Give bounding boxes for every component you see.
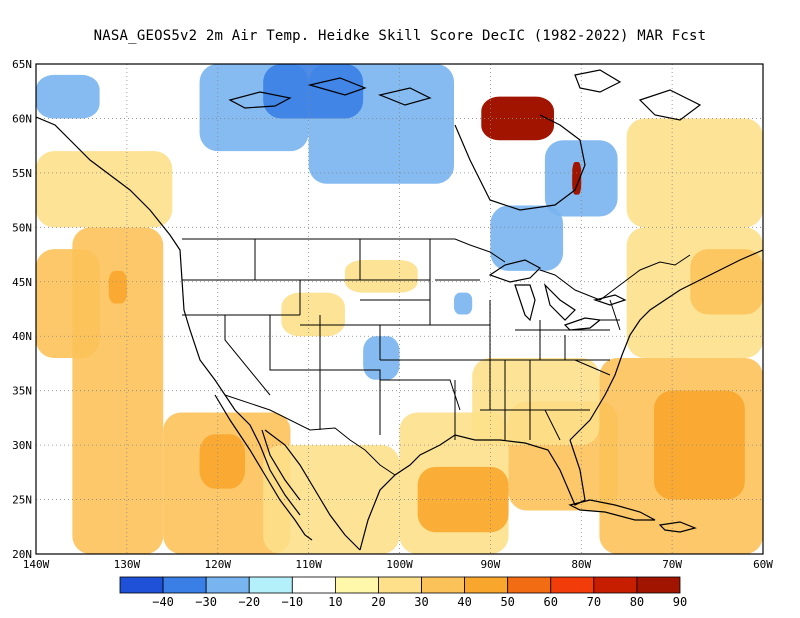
colorbar-bin <box>205 576 250 594</box>
colorbar-bin <box>550 576 595 594</box>
western-state-lines <box>182 239 461 435</box>
us-state-borders <box>182 238 691 476</box>
skill-region-27 <box>572 162 582 195</box>
longitude-tick-label: 60W <box>753 558 773 571</box>
longitude-tick-label: 80W <box>571 558 591 571</box>
colorbar-bin <box>119 576 164 594</box>
skill-region-15 <box>626 118 763 228</box>
latitude-tick-label: 35N <box>12 385 32 398</box>
skill-region-14 <box>690 249 763 315</box>
latitude-tick-label: 65N <box>12 58 32 71</box>
colorbar-bin <box>421 576 466 594</box>
colorbar-label: 70 <box>587 595 601 609</box>
skill-region-20 <box>263 64 364 119</box>
skill-region-4 <box>199 434 246 489</box>
longitude-tick-label: 90W <box>480 558 500 571</box>
skill-region-2 <box>108 270 127 304</box>
colorbar-label: 40 <box>457 595 471 609</box>
skill-region-8 <box>417 466 509 533</box>
skill-shading-layer <box>36 64 763 554</box>
longitude-tick-label: 130W <box>114 558 141 571</box>
colorbar-label: −10 <box>281 595 303 609</box>
latitude-tick-label: 25N <box>12 494 32 507</box>
hudson-bay-coastline <box>454 114 586 211</box>
arctic-islands <box>228 69 702 121</box>
skill-region-23 <box>36 74 100 119</box>
latitude-tick-label: 55N <box>12 167 32 180</box>
latitude-tick-labels: 20N 25N 30N 35N 40N 45N 50N 55N 60N 65N <box>12 58 32 561</box>
hispaniola-coastline <box>658 521 697 533</box>
colorbar-label: −40 <box>152 595 174 609</box>
latitude-tick-label: 50N <box>12 221 32 234</box>
skill-region-5 <box>36 151 173 228</box>
latitude-tick-label: 40N <box>12 330 32 343</box>
skill-region-25 <box>454 292 473 315</box>
colorbar-label: 80 <box>630 595 644 609</box>
colorbar-label: 50 <box>500 595 514 609</box>
baja-coastline <box>214 394 313 541</box>
longitude-tick-label: 110W <box>295 558 322 571</box>
eastern-state-lines <box>435 279 621 441</box>
colorbar-label: 10 <box>328 595 342 609</box>
coastlines-and-borders <box>36 69 763 551</box>
colorbar-bin <box>636 576 681 594</box>
colorbar-bin <box>464 576 509 594</box>
latitude-tick-label: 60N <box>12 112 32 125</box>
skill-region-12 <box>653 390 745 500</box>
colorbar-bin <box>162 576 207 594</box>
longitude-tick-label: 120W <box>205 558 232 571</box>
colorbar-bin <box>378 576 422 594</box>
map-frame <box>35 63 764 555</box>
us-mexico-border <box>224 394 396 476</box>
chart-title: NASA_GEOS5v2 2m Air Temp. Heidke Skill S… <box>93 28 707 44</box>
cuba-coastline <box>568 499 656 521</box>
us-canada-border <box>182 238 691 301</box>
skill-region-16 <box>344 260 418 293</box>
skill-region-24 <box>363 336 400 380</box>
colorbar-bin <box>291 576 336 594</box>
latitude-tick-label: 20N <box>12 548 32 561</box>
pacific-coastline <box>36 116 301 516</box>
skill-region-1 <box>36 249 100 358</box>
skill-region-6 <box>263 445 400 554</box>
colorbar-bin <box>334 576 379 594</box>
longitude-tick-label: 100W <box>386 558 413 571</box>
colorbar: −40 −30 −20 −10 10 20 30 40 50 60 70 80 90 <box>119 576 687 609</box>
colorbar-label: 60 <box>544 595 558 609</box>
latitude-tick-label: 30N <box>12 439 32 452</box>
latitude-tick-label: 45N <box>12 276 32 289</box>
great-lakes-outline <box>488 259 627 331</box>
longitude-tick-labels: 140W 130W 120W 110W 100W 90W 80W 70W 60W <box>23 558 774 571</box>
colorbar-label: 90 <box>673 595 687 609</box>
colorbar-label: −30 <box>195 595 217 609</box>
longitude-tick-label: 70W <box>662 558 682 571</box>
colorbar-label: 20 <box>371 595 385 609</box>
mexico-coastline <box>264 429 361 551</box>
atlantic-coastline <box>569 249 763 441</box>
colorbar-label: −20 <box>238 595 260 609</box>
skill-region-17 <box>281 292 345 337</box>
skill-region-22 <box>490 205 564 271</box>
longitude-tick-label: 140W <box>23 558 50 571</box>
colorbar-bin <box>593 576 638 594</box>
colorbar-bin <box>507 576 552 594</box>
skill-region-10 <box>472 358 600 446</box>
skill-region-26 <box>481 96 554 141</box>
colorbar-bin <box>248 576 293 594</box>
colorbar-label: 30 <box>414 595 428 609</box>
